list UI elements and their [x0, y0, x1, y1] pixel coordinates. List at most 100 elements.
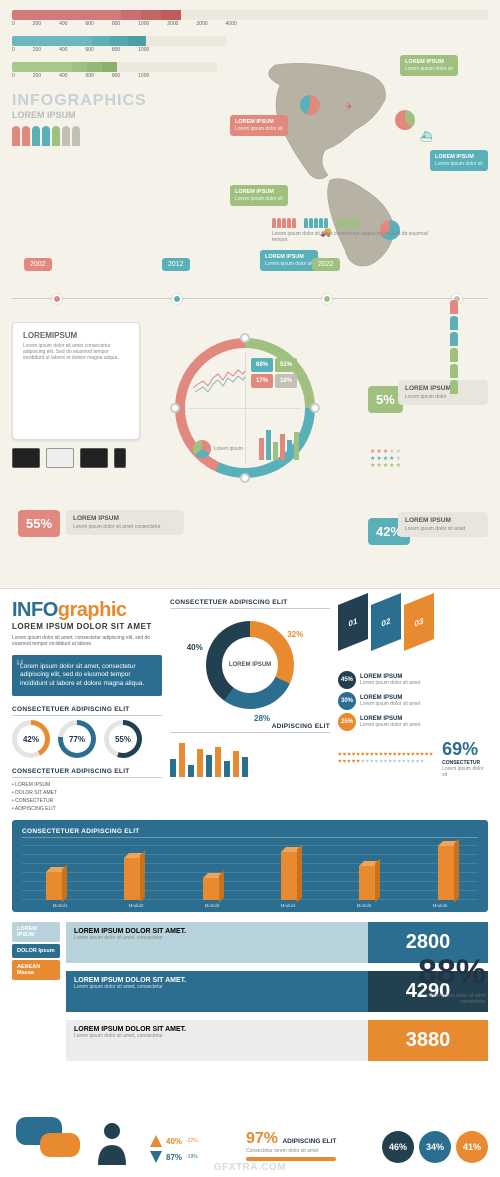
mini-bar — [224, 761, 230, 777]
mini-bar — [215, 747, 221, 777]
mini-bar — [242, 757, 248, 777]
big-69: 69% CONSECTETUR Lorem ipsum dolor sit — [442, 739, 488, 778]
ribbon-tabs: 010203 — [338, 599, 488, 645]
star-ratings: ★★★★★★★★★★★★★★★ — [370, 448, 401, 469]
ruler — [12, 10, 488, 20]
circle-stat: 46% — [382, 1131, 414, 1163]
infographic-panel-bottom: INFOgraphic LOREM IPSUM DOLOR SIT AMET L… — [0, 588, 500, 1177]
left-column: INFOgraphic LOREM IPSUM DOLOR SIT AMET L… — [12, 599, 162, 814]
device-row — [12, 448, 126, 468]
gauges-section: CONSECTETUER ADIPISCING ELIT 42%77%55% — [12, 706, 162, 758]
people-cluster: Lorem ipsum dolor sit amet consectetur a… — [272, 218, 432, 243]
timeline-dot — [52, 294, 62, 304]
quote-block: Lorem ipsum dolor sit amet, consectetur … — [12, 655, 162, 696]
silhouette — [62, 126, 70, 146]
hearts-row: ♥♥♥♥♥♥♥♥♥♥♥♥♥♥♥♥♥♥♥♥♥♥♥♥♥♥♥♥♥♥♥♥♥♥♥♥♥♥♥♥… — [338, 739, 488, 778]
people-column — [450, 300, 458, 396]
arrow-stats: 40%-22%87%-19% — [150, 1135, 198, 1163]
big-88-caption: Lorem ipsum dolor sit amet consectetur — [406, 993, 486, 1005]
mini-bar-chart — [170, 737, 330, 777]
device-phone — [114, 448, 126, 468]
speech-bubble-icon — [40, 1133, 80, 1157]
silhouette — [42, 126, 50, 146]
gauges-heading: CONSECTETUER ADIPISCING ELIT — [12, 706, 162, 716]
tri-dot-row: 46%34%41% — [382, 1131, 488, 1163]
svg-text:⛴: ⛴ — [420, 131, 433, 143]
mini-bar — [206, 755, 212, 777]
year-flag: 2022 — [312, 258, 340, 271]
list-item: • CONSECTETUR — [12, 798, 162, 804]
mini-bar — [197, 749, 203, 777]
gauge: 55% — [104, 720, 142, 758]
donut-chart: LOREM IPSUM32%28%40% — [170, 613, 330, 723]
pct-box: 55% — [18, 510, 60, 537]
map-callout: LOREM IPSUMLorem ipsum dolor sit — [430, 150, 488, 171]
map-callout: LOREM IPSUMLorem ipsum dolor sit — [260, 250, 318, 271]
bar-3d — [281, 852, 297, 900]
silhouette — [32, 126, 40, 146]
bar-3d — [359, 866, 375, 900]
timeline-dot — [322, 294, 332, 304]
mini-bar — [170, 759, 176, 777]
info-box: LOREM IPSUMLorem ipsum dolor — [398, 380, 488, 405]
legend-item: 45%LOREM IPSUMLorem ipsum dolor sit amet — [338, 671, 488, 689]
text-card: LOREMIPSUM Lorem ipsum dolor sit amet co… — [12, 322, 140, 440]
donut-heading: CONSECTETUER ADIPISCING ELIT — [170, 599, 330, 609]
chart3d-heading: CONSECTETUER ADIPISCING ELIT — [22, 828, 478, 838]
circle-stat: 41% — [456, 1131, 488, 1163]
watermark: GFXTRA.COM — [214, 1162, 286, 1173]
timeline-dot — [172, 294, 182, 304]
mini-bar — [179, 743, 185, 777]
chart-3d: CONSECTETUER ADIPISCING ELIT Modul1Modul… — [12, 820, 488, 912]
ribbon-tab: 03 — [404, 593, 434, 651]
circle-stat: 34% — [419, 1131, 451, 1163]
big-88-percent: 88% — [418, 953, 486, 992]
silhouette — [22, 126, 30, 146]
device-tablet — [12, 448, 40, 468]
ribbon-tab: 01 — [338, 593, 368, 651]
map-callout: LOREM IPSUMLorem ipsum dolor sit — [230, 185, 288, 206]
list-item: • ADIPISCING ELIT — [12, 806, 162, 812]
map-callout: LOREM IPSUMLorem ipsum dolor sit — [400, 55, 458, 76]
list-item: • LOREM IPSUM — [12, 782, 162, 788]
silhouette — [72, 126, 80, 146]
year-flag: 2012 — [162, 258, 190, 271]
hearts-grid: ♥♥♥♥♥♥♥♥♥♥♥♥♥♥♥♥♥♥♥♥♥♥♥♥♥♥♥♥♥♥♥♥♥♥♥♥♥♥♥♥ — [338, 752, 434, 765]
text-card-title: LOREMIPSUM — [23, 331, 129, 340]
info-box: LOREM IPSUMLorem ipsum dolor sit amet co… — [66, 510, 184, 535]
list-section: CONSECTETUER ADIPISCING ELIT • LOREM IPS… — [12, 768, 162, 812]
list-item: • DOLOR SIT AMET — [12, 790, 162, 796]
ring-chart: 68%51%17%10%Lorem ipsum — [175, 338, 315, 478]
bar-3d — [203, 878, 219, 900]
ruler — [12, 36, 488, 46]
silhouette — [52, 126, 60, 146]
bar-3d — [46, 872, 62, 900]
list-heading: CONSECTETUER ADIPISCING ELIT — [12, 768, 162, 778]
mini-pie-icon — [395, 110, 415, 130]
infographic-panel-top: 0200400600800100020003000400002004006008… — [0, 0, 500, 588]
info-box: LOREM IPSUMLorem ipsum dolor sit amet — [398, 512, 488, 537]
legend-list: 45%LOREM IPSUMLorem ipsum dolor sit amet… — [338, 671, 488, 731]
device-laptop — [46, 448, 74, 468]
map-callout: LOREM IPSUMLorem ipsum dolor sit — [230, 115, 288, 136]
device-tablet-2 — [80, 448, 108, 468]
year-flag: 2002 — [24, 258, 52, 271]
infographic-logo: INFOgraphic — [12, 599, 162, 622]
svg-text:✈: ✈ — [345, 102, 353, 113]
stat-row: LOREM IPSUM DOLOR SIT AMET.Lorem ipsum d… — [66, 1020, 488, 1061]
bars-heading: ADIPISCING ELIT — [170, 723, 330, 733]
mini-bar — [233, 751, 239, 777]
mini-pie-icon — [300, 95, 320, 115]
bar-3d — [438, 846, 454, 900]
center-column: CONSECTETUER ADIPISCING ELIT LOREM IPSUM… — [170, 599, 330, 777]
mini-bar — [188, 765, 194, 777]
bar-3d — [124, 858, 140, 900]
right-column: 010203 45%LOREM IPSUMLorem ipsum dolor s… — [338, 599, 488, 778]
pct-97-block: 97% ADIPISCING ELIT Consectetur lorem do… — [246, 1130, 366, 1161]
intro-text: Lorem ipsum dolor sit amet, consectetur … — [12, 635, 162, 647]
legend-item: 30%LOREM IPSUMLorem ipsum dolor sit amet — [338, 692, 488, 710]
text-card-body: Lorem ipsum dolor sit amet consectetur a… — [23, 343, 129, 361]
gauge: 77% — [58, 720, 96, 758]
legend-item: 25%LOREM IPSUMLorem ipsum dolor sit amet — [338, 713, 488, 731]
silhouette — [12, 126, 20, 146]
